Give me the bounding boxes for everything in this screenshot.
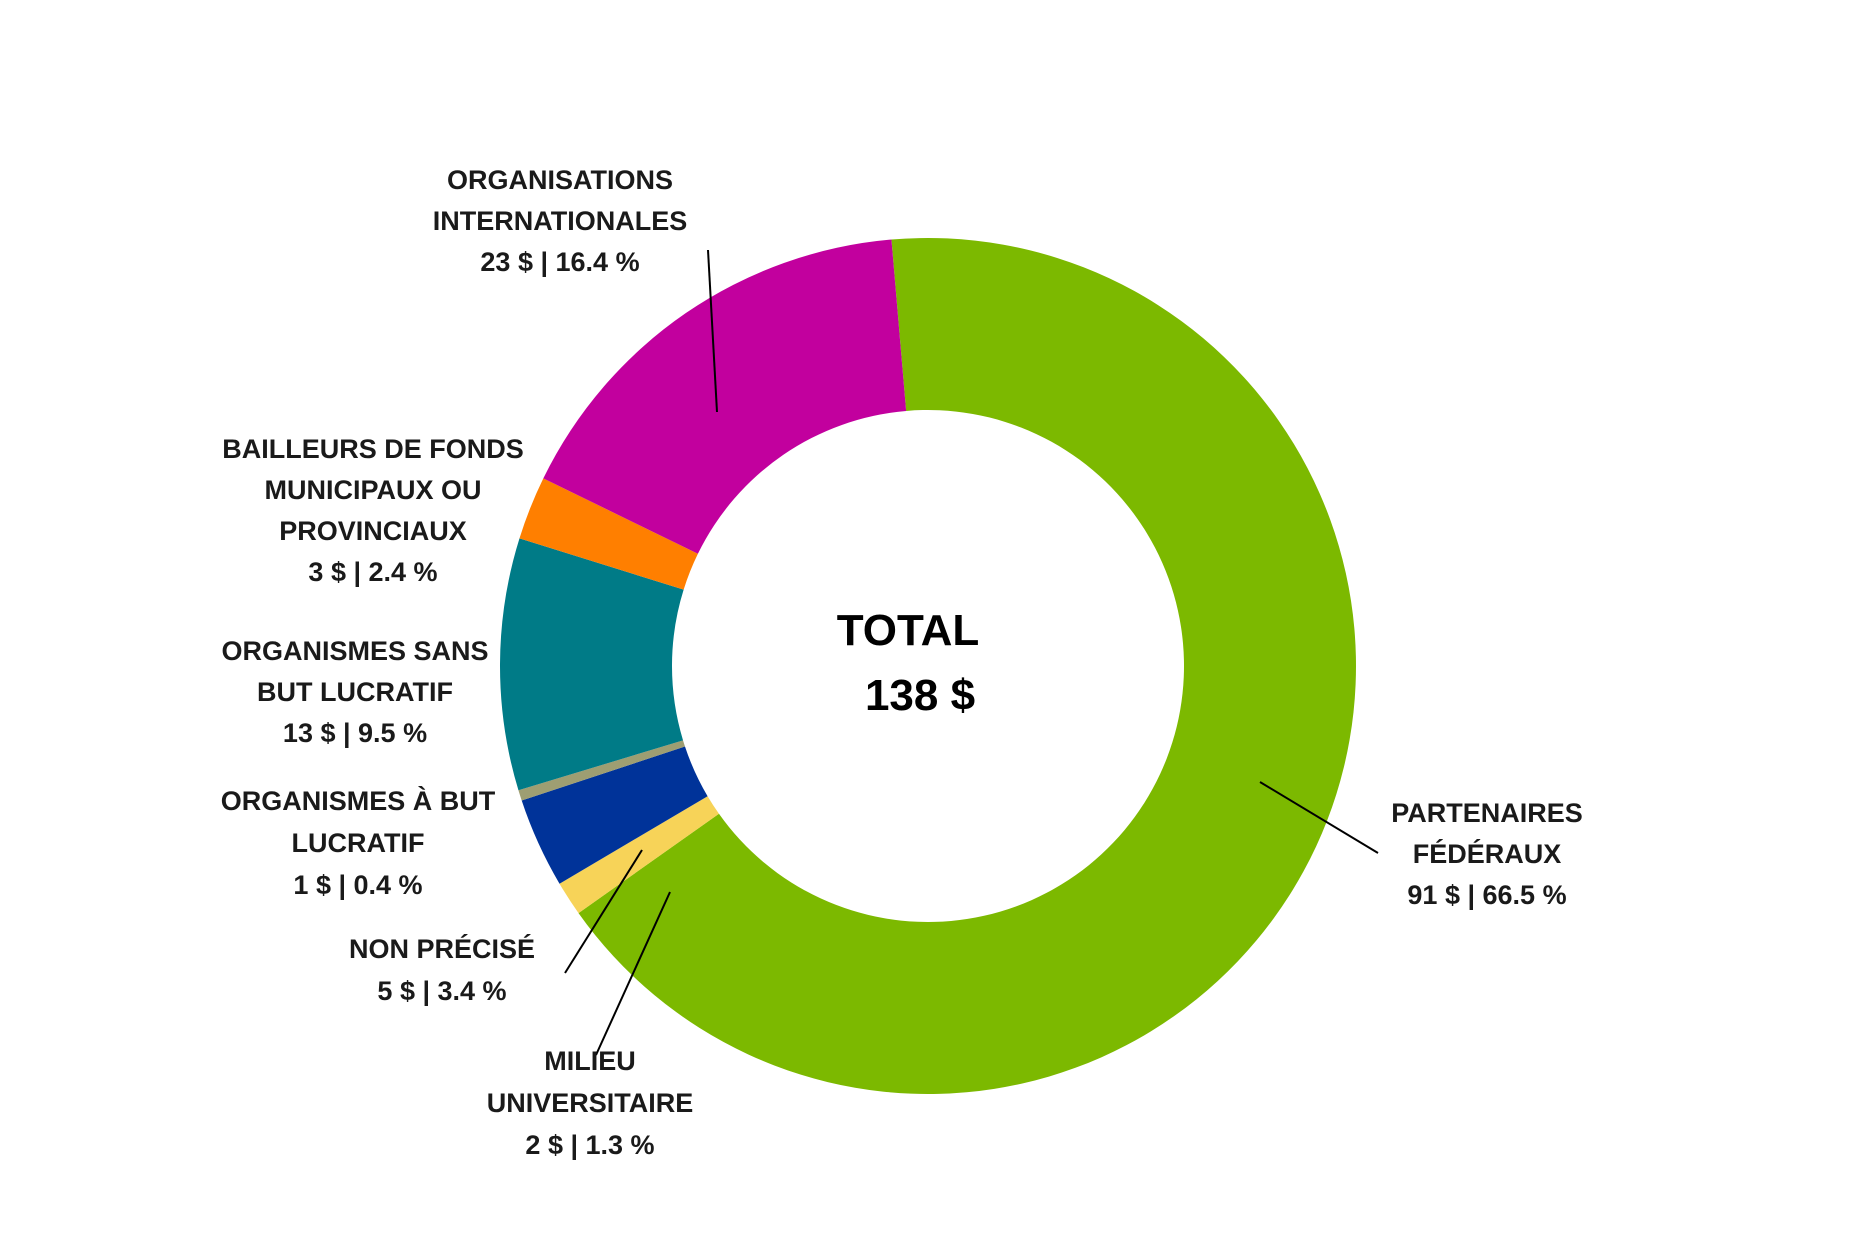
slice-but-lucratif — [518, 740, 685, 801]
slice-label-line: NON PRÉCISÉ — [349, 933, 535, 964]
slice-municipaux — [519, 478, 698, 590]
total-label: TOTAL — [837, 606, 980, 655]
leader-line-internationales — [707, 249, 718, 413]
slice-internationales — [543, 239, 907, 554]
slice-label-federaux: PARTENAIRES FÉDÉRAUX 91 $ | 66.5 % — [1391, 798, 1583, 910]
slice-label-municipaux: BAILLEURS DE FONDS MUNICIPAUX OU PROVINCIA… — [222, 434, 524, 587]
slice-label-universitaire: MILIEU UNIVERSITAIRE 2 $ | 1.3 % — [487, 1046, 694, 1160]
slice-value-universitaire: 2 $ | 1.3 % — [525, 1130, 654, 1160]
slice-label-line: PARTENAIRES — [1391, 798, 1583, 828]
slice-label-line: MILIEU — [544, 1046, 636, 1076]
leader-line-universitaire — [595, 891, 671, 1056]
total-value: 138 $ — [865, 671, 975, 720]
slice-value-but-lucratif: 1 $ | 0.4 % — [293, 870, 422, 900]
slice-label-line: INTERNATIONALES — [433, 206, 688, 236]
slice-value-sans-but-lucratif: 13 $ | 9.5 % — [283, 718, 427, 748]
slice-non-precise — [521, 746, 708, 884]
slice-label-line: FÉDÉRAUX — [1413, 838, 1562, 869]
slice-label-sans-but-lucratif: ORGANISMES SANS BUT LUCRATIF 13 $ | 9.5 % — [221, 636, 488, 748]
slice-label-line: MUNICIPAUX OU — [264, 475, 481, 505]
slice-label-line: BUT LUCRATIF — [257, 677, 453, 707]
slice-label-but-lucratif: ORGANISMES À BUT LUCRATIF 1 $ | 0.4 % — [221, 785, 496, 900]
donut-slices — [499, 237, 1356, 1094]
slice-label-internationales: ORGANISATIONS INTERNATIONALES 23 $ | 16.4 … — [433, 165, 688, 277]
slice-value-municipaux: 3 $ | 2.4 % — [308, 557, 437, 587]
slice-value-internationales: 23 $ | 16.4 % — [480, 247, 639, 277]
slice-value-federaux: 91 $ | 66.5 % — [1407, 880, 1566, 910]
leader-line-federaux — [1259, 781, 1379, 854]
slice-label-line: ORGANISMES À BUT — [221, 785, 496, 816]
slice-label-line: BAILLEURS DE FONDS — [222, 434, 524, 464]
slice-label-line: ORGANISATIONS — [447, 165, 673, 195]
slice-label-line: LUCRATIF — [292, 828, 425, 858]
leader-lines — [564, 249, 1379, 1056]
slice-label-non-precise: NON PRÉCISÉ 5 $ | 3.4 % — [349, 933, 535, 1006]
slice-label-line: UNIVERSITAIRE — [487, 1088, 694, 1118]
slice-value-non-precise: 5 $ | 3.4 % — [377, 976, 506, 1006]
leader-line-non-precise — [564, 849, 643, 974]
slice-label-line: ORGANISMES SANS — [221, 636, 488, 666]
slice-sans-but-lucratif — [499, 538, 684, 791]
slice-labels: PARTENAIRES FÉDÉRAUX 91 $ | 66.5 % MILIEU UN… — [221, 165, 1583, 1160]
slice-federaux — [578, 237, 1356, 1094]
slice-label-line: PROVINCIAUX — [279, 516, 467, 546]
